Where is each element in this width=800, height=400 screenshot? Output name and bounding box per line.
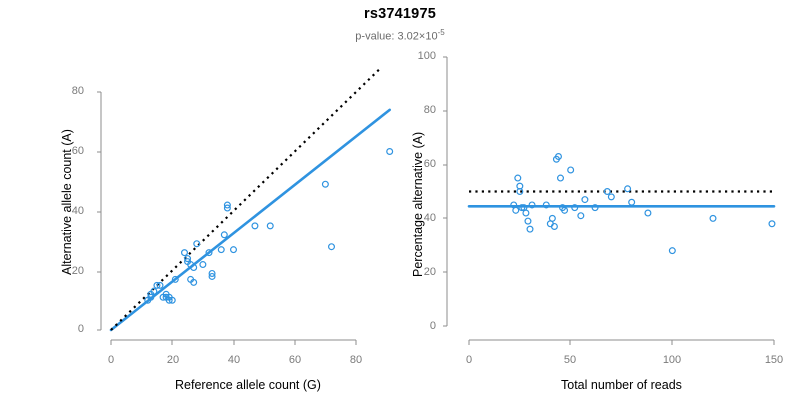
page-title: rs3741975	[364, 6, 436, 22]
data-point	[556, 174, 564, 182]
data-point	[668, 247, 676, 255]
data-point	[328, 243, 336, 251]
data-point	[591, 204, 599, 212]
left-x-tick-40: 40	[227, 354, 241, 366]
data-point	[156, 281, 164, 289]
data-point	[321, 180, 329, 188]
right-y-tick-80: 80	[423, 104, 436, 116]
left-y-axis	[97, 91, 102, 331]
data-point	[518, 204, 526, 212]
data-point	[550, 222, 558, 230]
data-point	[548, 214, 556, 222]
right-x-tick-50: 50	[563, 354, 577, 366]
left-panel-points	[144, 148, 394, 304]
data-point	[190, 278, 198, 286]
left-fit-line	[109, 108, 391, 332]
right-x-tick-0: 0	[465, 354, 473, 366]
data-point	[561, 206, 569, 214]
data-point	[181, 249, 189, 257]
data-point	[220, 231, 228, 239]
right-x-axis	[468, 339, 775, 345]
data-point	[607, 193, 615, 201]
data-point	[581, 196, 589, 204]
data-point	[542, 201, 550, 209]
right-y-tick-100: 100	[417, 50, 436, 62]
left-x-tick-20: 20	[166, 354, 180, 366]
data-point	[512, 206, 520, 214]
data-point	[153, 281, 161, 289]
left-x-tick-60: 60	[288, 354, 302, 366]
right-panel-points	[510, 153, 776, 255]
data-point	[205, 249, 213, 257]
pvalue-text: p-value: 3.02×10	[355, 30, 438, 43]
data-point	[208, 269, 216, 277]
left-panel-x-axis-title: Reference allele count (G)	[175, 378, 321, 392]
data-point	[644, 209, 652, 217]
data-point	[165, 296, 173, 304]
right-y-tick-40: 40	[423, 212, 436, 224]
right-x-tick-150: 150	[764, 354, 784, 366]
data-point	[554, 153, 562, 161]
right-y-tick-60: 60	[423, 158, 436, 170]
data-point	[768, 220, 776, 228]
left-x-tick-80: 80	[349, 354, 363, 366]
left-y-tick-60: 60	[71, 145, 84, 157]
data-point	[168, 296, 176, 304]
data-point	[230, 246, 238, 254]
data-point	[193, 240, 201, 248]
data-point	[528, 201, 536, 209]
data-point	[624, 185, 632, 193]
data-point	[184, 255, 192, 263]
right-x-tick-100: 100	[662, 354, 682, 366]
data-point	[147, 293, 155, 301]
data-point	[266, 222, 274, 230]
data-point	[516, 188, 524, 196]
data-point	[577, 212, 585, 220]
pvalue-exponent: -5	[437, 28, 445, 37]
right-panel-x-axis-title: Total number of reads	[561, 378, 682, 392]
data-point	[709, 214, 717, 222]
right-panel-series	[467, 190, 776, 208]
data-point	[524, 217, 532, 225]
left-y-tick-20: 20	[71, 265, 84, 277]
left-y-tick-40: 40	[71, 205, 84, 217]
right-y-axis	[443, 56, 448, 327]
data-point	[208, 272, 216, 280]
left-y-tick-80: 80	[71, 85, 84, 97]
data-point	[150, 287, 158, 295]
data-point	[603, 188, 611, 196]
data-point	[571, 204, 579, 212]
data-point	[628, 198, 636, 206]
data-point	[251, 222, 259, 230]
left-x-tick-0: 0	[107, 354, 115, 366]
left-panel-series	[109, 67, 391, 332]
right-y-tick-0: 0	[429, 320, 436, 332]
data-point	[223, 204, 231, 212]
data-point	[217, 246, 225, 254]
data-point	[567, 166, 575, 174]
left-x-axis	[110, 339, 357, 345]
data-point	[223, 201, 231, 209]
right-y-tick-20: 20	[423, 266, 436, 278]
data-point	[514, 174, 522, 182]
data-point	[190, 264, 198, 272]
data-point	[171, 275, 179, 283]
pvalue-subtitle: p-value: 3.02×10-5	[0, 28, 800, 43]
data-point	[522, 209, 530, 217]
data-point	[526, 225, 534, 233]
data-point	[199, 261, 207, 269]
data-point	[386, 148, 394, 156]
left-y-tick-0: 0	[77, 323, 84, 335]
